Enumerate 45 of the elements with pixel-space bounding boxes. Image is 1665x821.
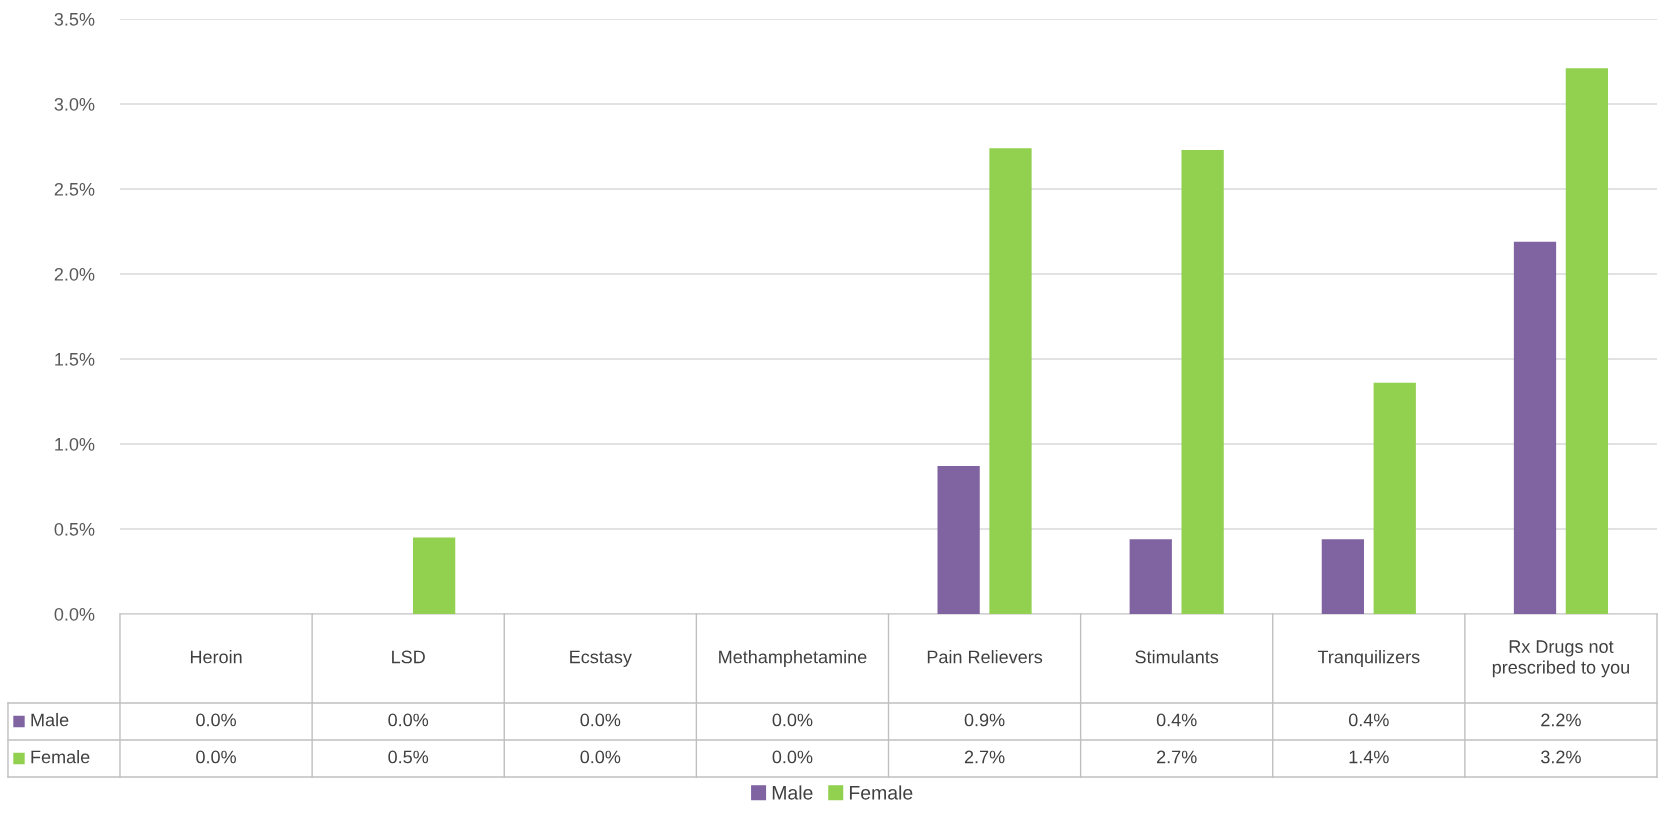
y-tick-label: 3.5% bbox=[54, 12, 95, 26]
y-tick-label: 0.0% bbox=[54, 607, 95, 621]
bar bbox=[1513, 241, 1557, 614]
x-tick-label: Rx Drugs not prescribed to you bbox=[1492, 640, 1629, 678]
data-label: 3.2% bbox=[1541, 750, 1581, 764]
data-label: 0.4% bbox=[1156, 713, 1197, 727]
data-label: 0.0% bbox=[388, 713, 429, 727]
bar bbox=[412, 537, 456, 614]
x-tick-label: Ecstasy bbox=[570, 650, 632, 667]
data-label: 2.7% bbox=[964, 750, 1005, 764]
x-tick-label: Methamphetamine bbox=[719, 650, 867, 667]
x-tick-label: Tranquilizers bbox=[1317, 650, 1420, 667]
y-tick-label: 2.0% bbox=[54, 267, 95, 281]
data-label: 0.9% bbox=[964, 713, 1005, 727]
data-label: 0.0% bbox=[196, 713, 236, 727]
data-label: 0.0% bbox=[772, 750, 813, 764]
text: Male bbox=[31, 713, 69, 727]
text: Female bbox=[31, 750, 90, 764]
y-tick-label: 1.0% bbox=[55, 437, 95, 451]
bar bbox=[937, 466, 980, 614]
data-label: 1.4% bbox=[1349, 750, 1389, 764]
x-tick-label: Stimulants bbox=[1135, 650, 1219, 664]
bar bbox=[989, 148, 1032, 614]
legend-label: Female bbox=[849, 785, 913, 800]
bar bbox=[1373, 382, 1416, 614]
legend-label: Male bbox=[772, 785, 813, 800]
data-label: 0.5% bbox=[388, 750, 429, 764]
bar bbox=[1321, 539, 1365, 614]
x-tick-label: Heroin bbox=[190, 650, 242, 664]
bar bbox=[1565, 68, 1609, 614]
x-tick-label: Pain Relievers bbox=[927, 650, 1043, 664]
bar bbox=[1181, 149, 1224, 614]
data-label: 2.2% bbox=[1541, 713, 1581, 727]
y-tick-label: 2.5% bbox=[54, 182, 95, 196]
data-label: 0.0% bbox=[580, 713, 621, 727]
data-label: 0.4% bbox=[1348, 713, 1389, 727]
data-label: 2.7% bbox=[1157, 750, 1197, 764]
y-tick-label: 3.0% bbox=[54, 97, 95, 111]
data-label: 0.0% bbox=[196, 750, 236, 764]
data-label: 0.0% bbox=[580, 750, 621, 764]
data-label: 0.0% bbox=[772, 713, 813, 727]
x-tick-label: LSD bbox=[392, 650, 425, 664]
bar bbox=[1129, 539, 1172, 614]
y-tick-label: 1.5% bbox=[55, 353, 95, 366]
y-tick-label: 0.5% bbox=[54, 522, 95, 536]
